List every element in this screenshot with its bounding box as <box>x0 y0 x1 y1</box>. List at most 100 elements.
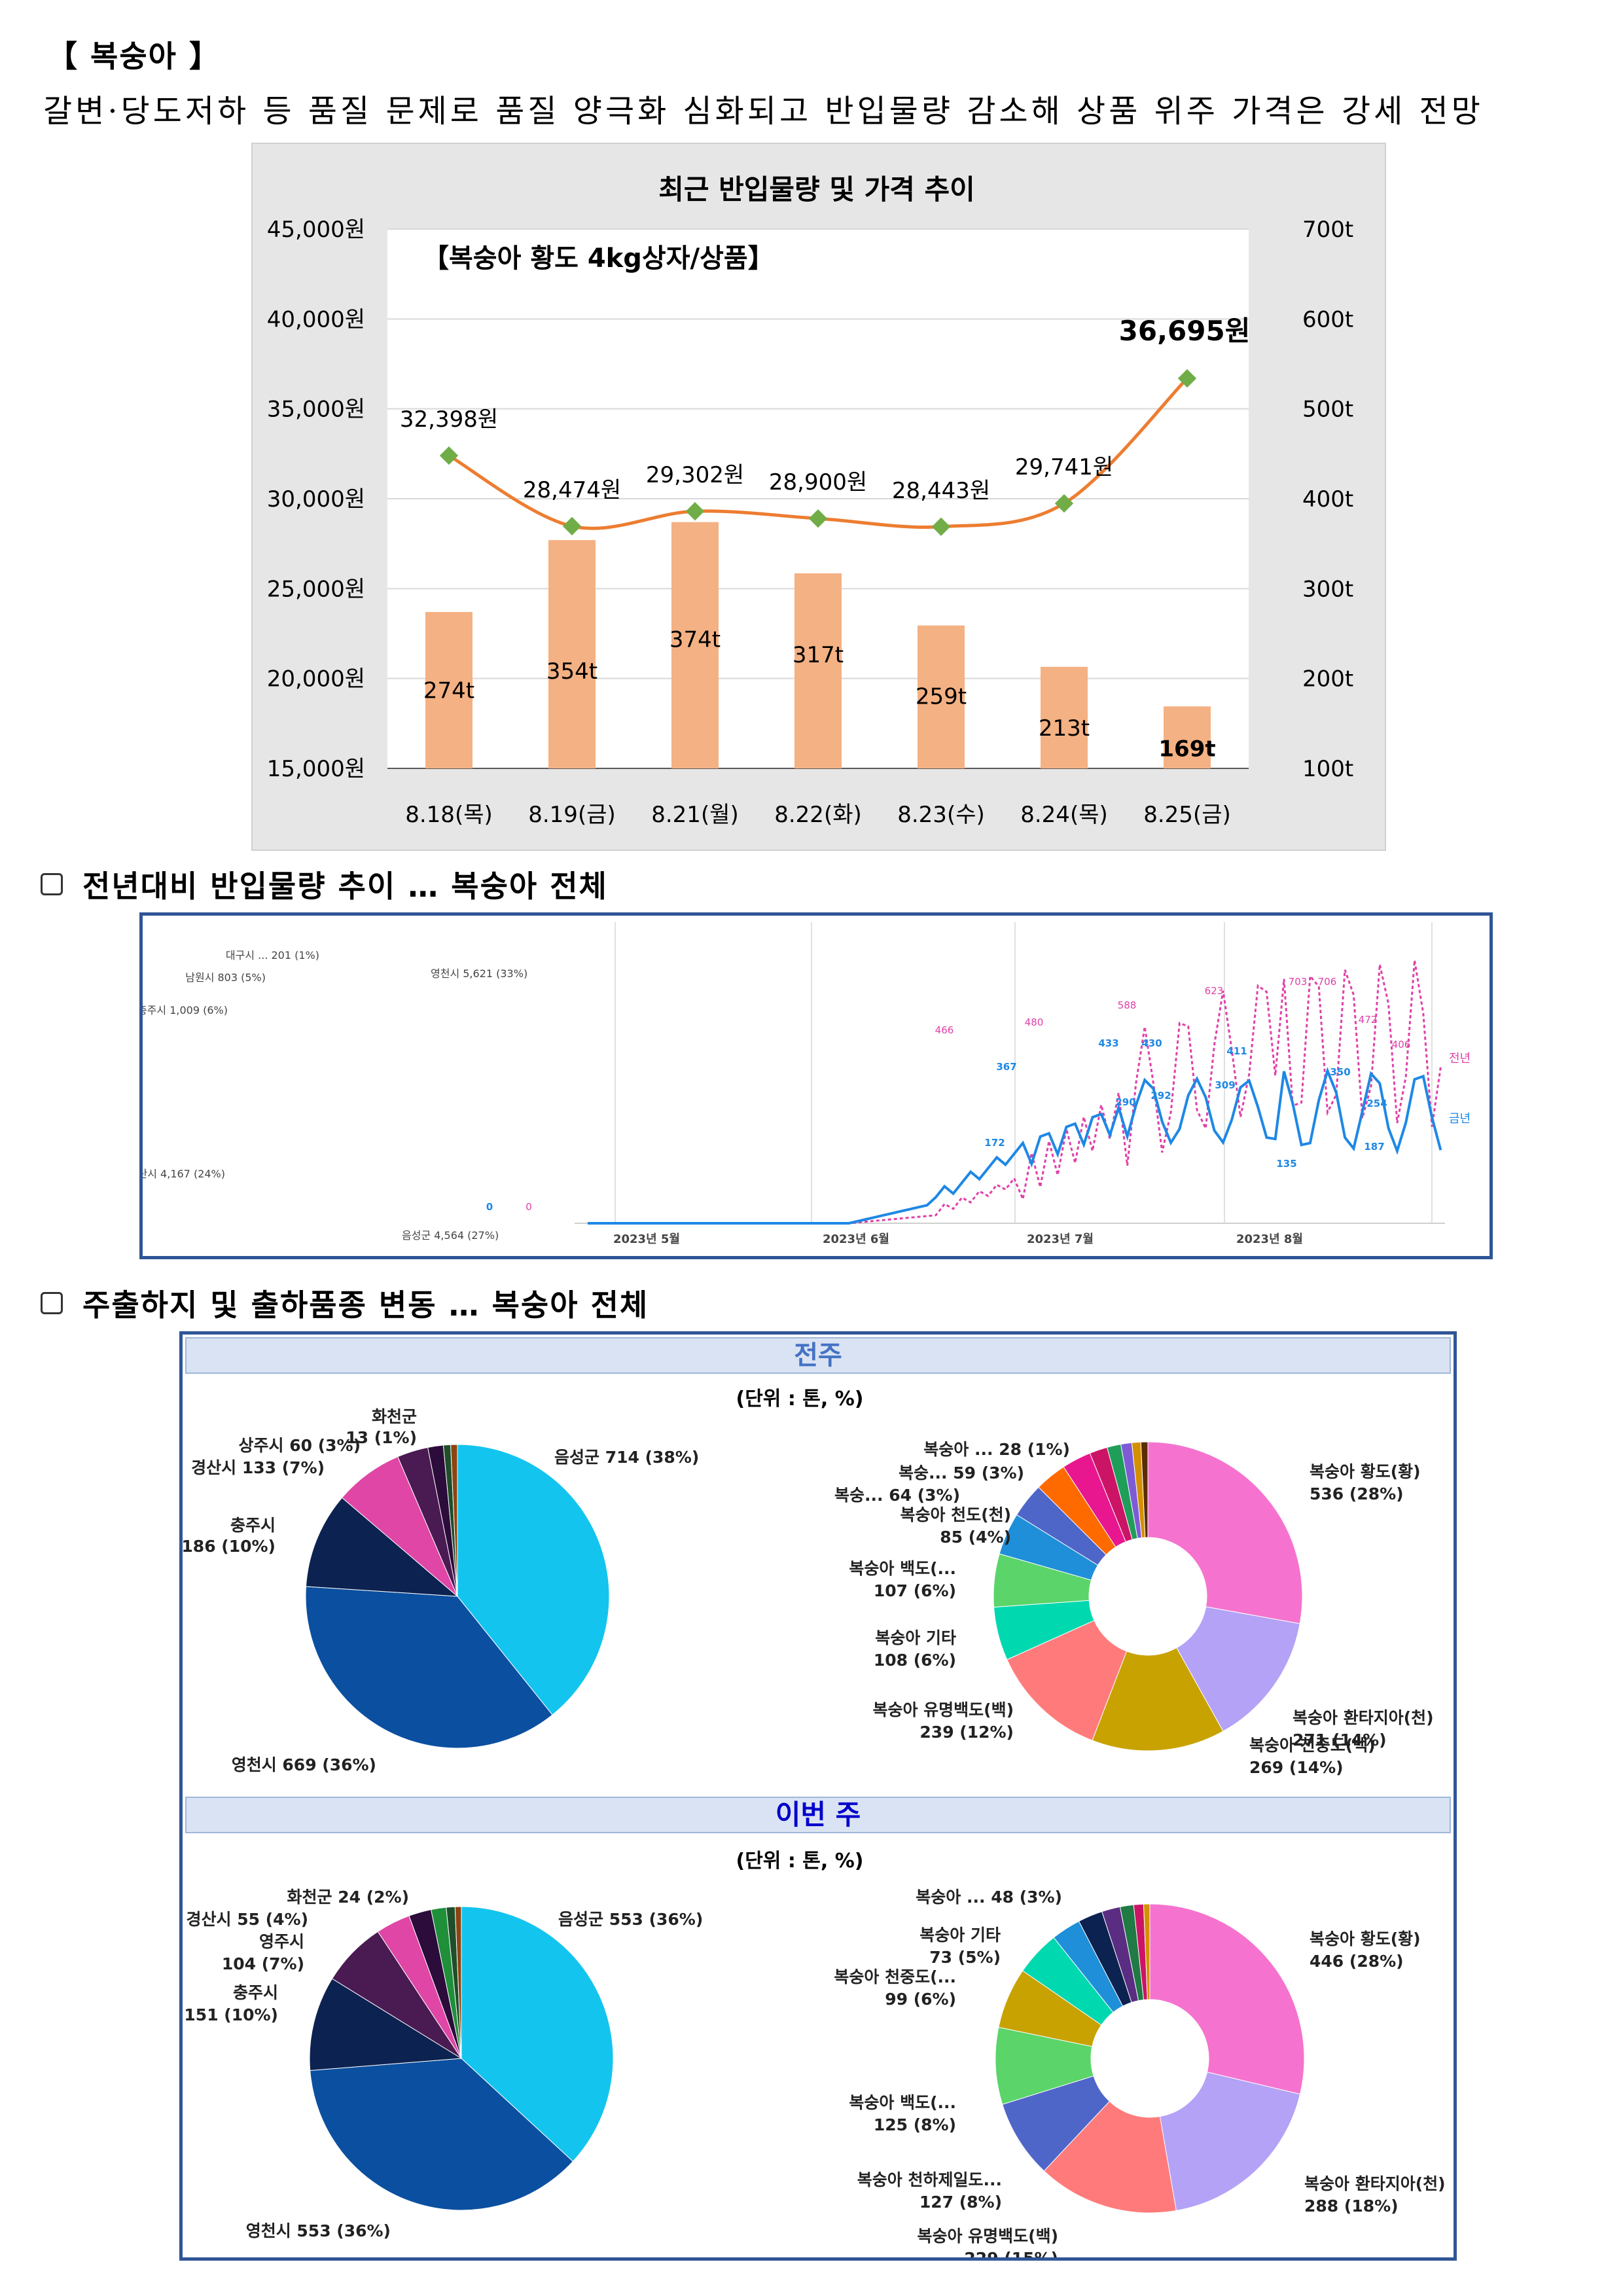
volume-label: 213t <box>1039 715 1090 742</box>
right-axis-ticks: 700t 600t 500t 400t 300t 200t 100t <box>1302 217 1353 782</box>
prev-point-label: 588 <box>1118 999 1137 1011</box>
shipping-label: 229 (15%) <box>964 2249 1058 2257</box>
category-label: 8.21(월) <box>651 802 739 828</box>
prev-year-line <box>588 960 1442 1225</box>
origin-pie-label: 충주시 1,009 (6%) <box>143 1004 228 1016</box>
price-marker <box>685 502 705 521</box>
shipping-label: 화천군 24 (2%) <box>287 1888 410 1907</box>
curr-year-line <box>588 1067 1442 1225</box>
volume-label: 169t <box>1158 736 1215 762</box>
shipping-label: 상주시 60 (3%) <box>239 1436 361 1455</box>
shipping-pies <box>305 1441 1305 2214</box>
prev-point-label: 706 <box>1318 976 1337 988</box>
volume-bar <box>918 625 965 768</box>
shipping-label: 107 (6%) <box>874 1581 956 1600</box>
shipping-label: 복숭아 기타 <box>875 1628 956 1647</box>
section-subtitle: 갈변·당도저하 등 품질 문제로 품질 양극화 심화되고 반입물량 감소해 상품… <box>43 93 1484 130</box>
curr-point-label: 290 <box>1115 1096 1135 1108</box>
this-region-slice <box>309 1978 463 2071</box>
price-label: 32,398원 <box>400 406 498 433</box>
prev-variety-slice <box>1176 1606 1300 1732</box>
trend-point-labels: 0 466 480 588 623 703 706 472 406 0 367 433 430 411 35… <box>486 976 1411 1213</box>
shipping-label: 99 (6%) <box>885 1990 956 2009</box>
shipping-label: 복숭아 유명백도(백) <box>872 1700 1014 1719</box>
prev-region-slice <box>305 1497 459 1597</box>
right-tick-label: 300t <box>1302 576 1353 602</box>
category-label: 8.18(목) <box>405 802 493 828</box>
shipping-label: 화천군 <box>372 1407 417 1426</box>
price-marker <box>439 446 459 465</box>
origin-pie-labels: 영천시 5,621 (33%) 음성군 4,564 (27%) 경산시 4,167 … <box>128 949 527 1242</box>
shipping-label: 복숭아 천중도(백) <box>1249 1736 1376 1755</box>
this-week-band: 이번 주 <box>185 1797 1451 1833</box>
trend-x-label: 2023년 6월 <box>823 1232 889 1246</box>
chart-inner-label: 【복숭아 황도 4kg상자/상품】 <box>423 243 774 274</box>
shipping-label: 복숭아 환타지아(천) <box>1293 1708 1434 1727</box>
prev-point-label: 406 <box>1392 1039 1411 1050</box>
category-label: 8.22(화) <box>774 802 862 828</box>
left-tick-label: 40,000원 <box>267 306 365 332</box>
prev-variety-slice <box>1140 1441 1149 1538</box>
shipping-label: 음성군 553 (36%) <box>558 1910 703 1929</box>
right-tick-label: 200t <box>1302 666 1353 692</box>
trend-lines <box>588 960 1442 1225</box>
this-variety-slice <box>1143 1903 1150 2000</box>
left-axis-ticks: 45,000원 40,000원 35,000원 30,000원 25,000원 20,00… <box>267 217 365 782</box>
curr-point-label: 433 <box>1098 1037 1118 1049</box>
shipping-label: 영천시 669 (36%) <box>232 1755 376 1774</box>
shipping-label: 충주시 <box>233 1983 278 2002</box>
left-tick-label: 45,000원 <box>267 217 365 243</box>
trend-x-label: 2023년 5월 <box>613 1232 680 1246</box>
left-tick-label: 30,000원 <box>267 486 365 512</box>
trend-x-labels: 2023년 5월 2023년 6월 2023년 7월 2023년 8월 <box>613 1232 1303 1246</box>
shipping-label: 복숭아 유명백도(백) <box>917 2227 1058 2246</box>
shipping-label: 복숭아 환타지아(천) <box>1304 2174 1446 2193</box>
volume-bar <box>548 540 596 768</box>
prev-point-label: 0 <box>526 1201 532 1213</box>
shipping-svg: (단위 : 톤, %) (단위 : 톤, %) 음성군 714 (38%) 영천시… <box>183 1388 1446 2257</box>
left-tick-label: 20,000원 <box>267 666 365 692</box>
volume-label: 259t <box>916 684 967 710</box>
shipping-panel: 전주 이번 주 (단위 : 톤, %) (단위 : 톤, %) 음성군 714 … <box>179 1331 1457 2261</box>
category-label: 8.19(금) <box>528 802 616 828</box>
volume-label: 354t <box>546 658 597 685</box>
price-line <box>439 368 1197 536</box>
shipping-label: 복숭아 천도(천) <box>900 1505 1011 1524</box>
volume-label: 274t <box>423 677 474 704</box>
price-label: 28,474원 <box>523 477 621 503</box>
curr-point-label: 309 <box>1215 1079 1235 1091</box>
price-volume-chart-svg: 최근 반입물량 및 가격 추이 45,000원 40,000원 35,000원 30,… <box>267 173 1353 828</box>
shipping-label: 269 (14%) <box>1249 1758 1344 1777</box>
right-tick-label: 700t <box>1302 217 1353 243</box>
this-week-unit: (단위 : 톤, %) <box>736 1850 863 1873</box>
prev-week-unit: (단위 : 톤, %) <box>736 1388 863 1410</box>
right-tick-label: 400t <box>1302 486 1353 512</box>
curr-point-label: 172 <box>984 1137 1005 1149</box>
trend-x-label: 2023년 8월 <box>1236 1232 1303 1246</box>
curr-point-label: 0 <box>486 1201 493 1213</box>
prev-variety-slice <box>1007 1620 1128 1741</box>
legend-prev: 전년 <box>1449 1052 1471 1066</box>
prev-variety-slice <box>1147 1441 1303 1624</box>
price-label: 36,695원 <box>1119 315 1251 347</box>
volume-bar <box>671 522 719 768</box>
left-tick-label: 15,000원 <box>267 756 365 782</box>
prev-week-band: 전주 <box>185 1337 1451 1374</box>
shipping-label: 영천시 553 (36%) <box>246 2221 391 2240</box>
legend-curr: 금년 <box>1449 1112 1471 1126</box>
volume-labels: 274t 354t 374t 317t 259t 213t 169t <box>423 627 1216 762</box>
prev-region-slice <box>305 1586 553 1749</box>
curr-point-label: 430 <box>1141 1037 1162 1049</box>
price-marker <box>808 509 828 528</box>
volume-bars <box>425 522 1211 768</box>
shipping-label: 복숭아 황도(황) <box>1310 1929 1421 1948</box>
volume-bar <box>1041 666 1088 768</box>
volume-label: 317t <box>793 642 844 668</box>
volume-bar <box>425 612 473 768</box>
prev-region-slice <box>450 1444 458 1597</box>
category-labels: 8.18(목) 8.19(금) 8.21(월) 8.22(화) 8.23(수) 8.24(… <box>405 802 1231 828</box>
price-label: 28,443원 <box>892 478 990 504</box>
shipping-label: 104 (7%) <box>222 1954 304 1973</box>
prev-region-slice <box>341 1456 458 1597</box>
shipping-label: 음성군 714 (38%) <box>554 1448 699 1467</box>
